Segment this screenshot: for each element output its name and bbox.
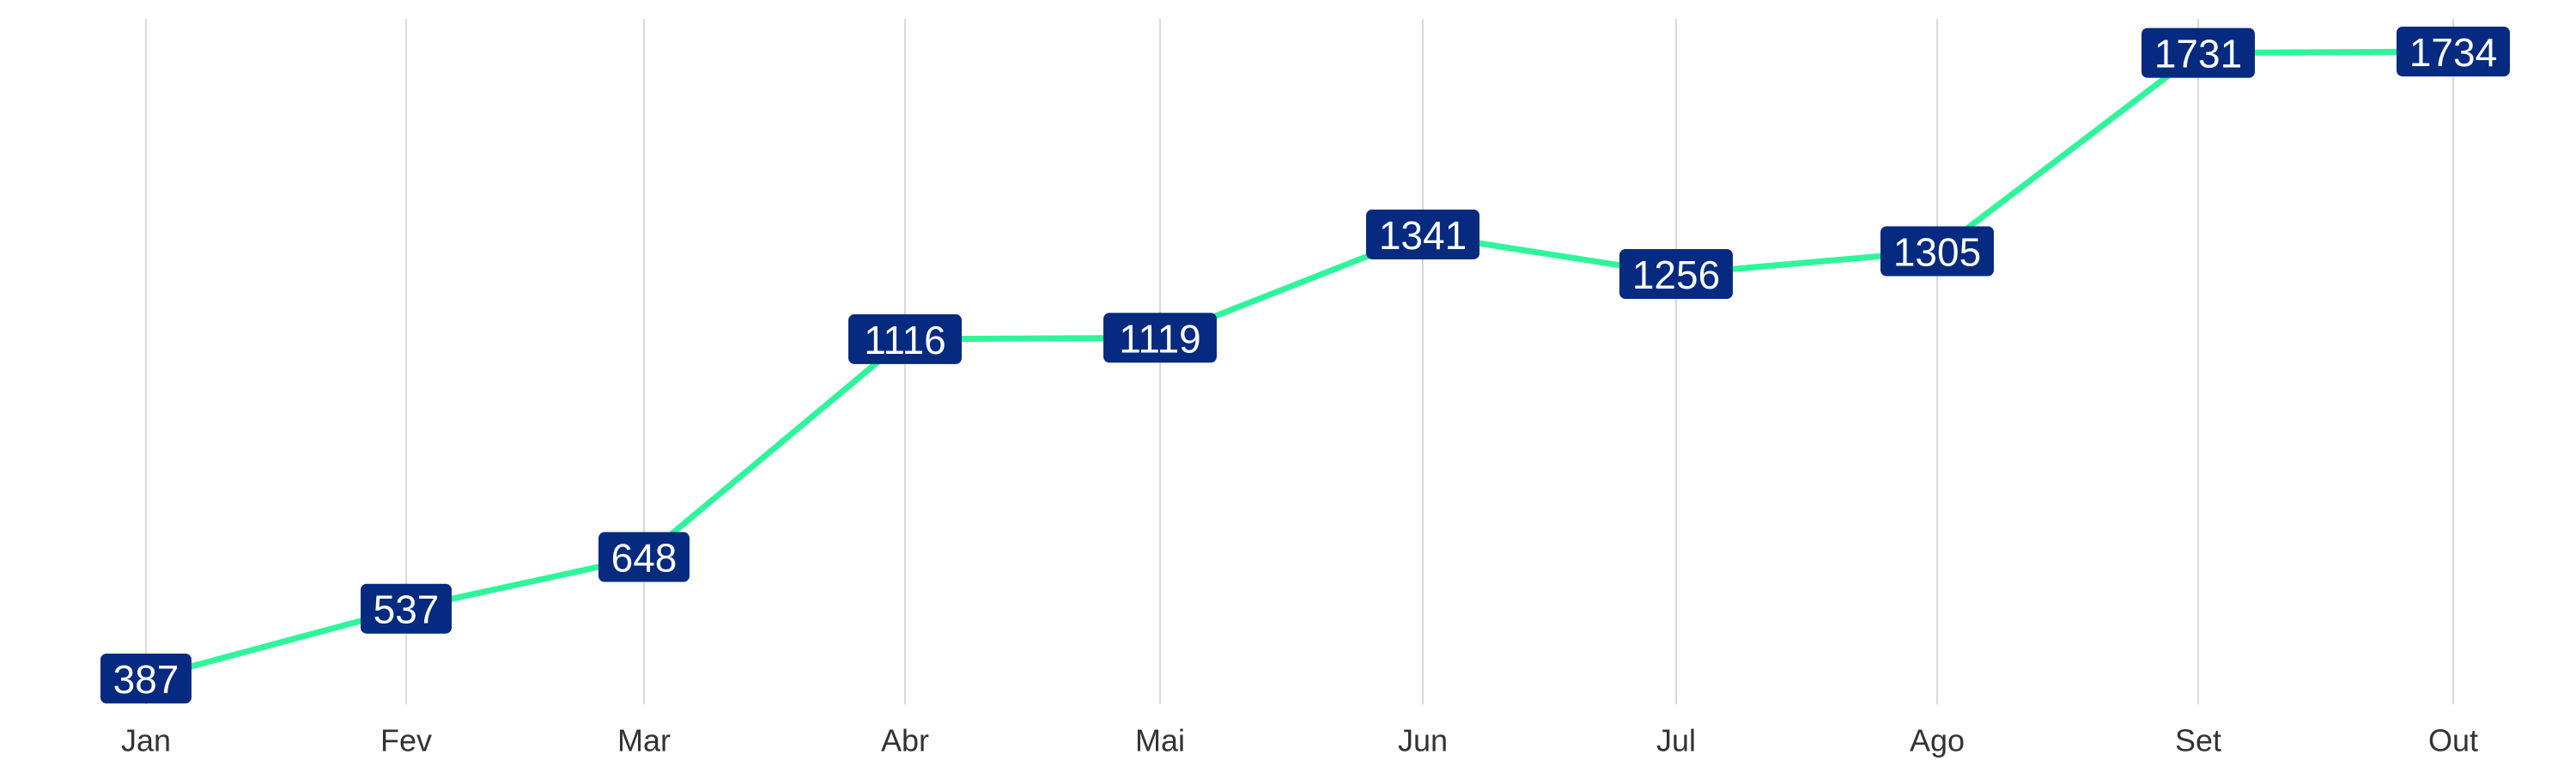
data-label-box: [1880, 226, 1994, 277]
x-tick-label-set: Set: [2175, 723, 2221, 758]
x-tick-label-jul: Jul: [1656, 723, 1696, 758]
data-label-box: [100, 654, 191, 703]
data-label-set: 1731: [2142, 27, 2255, 78]
data-label-text: 1731: [2154, 32, 2242, 76]
x-tick-label-abr: Abr: [881, 723, 929, 758]
data-label-box: [1619, 249, 1733, 300]
data-label-text: 1119: [1119, 316, 1201, 361]
x-tick-label-mai: Mai: [1135, 723, 1185, 758]
data-label-layer: 387 537 648 1116 1119 1341 1256 1305 1731 1734: [100, 27, 2510, 703]
data-label-box: [1103, 313, 1217, 363]
data-label-mar: 648: [598, 532, 690, 582]
data-label-box: [1366, 209, 1479, 259]
data-label-box: [2397, 27, 2510, 76]
data-label-box: [598, 532, 690, 582]
data-label-box: [848, 313, 962, 364]
x-tick-label-fev: Fev: [380, 723, 432, 758]
data-label-text: 1116: [864, 318, 946, 362]
x-tick-label-jan: Jan: [121, 723, 171, 758]
x-tick-label-ago: Ago: [1910, 723, 1965, 758]
data-label-text: 537: [374, 587, 440, 632]
data-label-text: 1256: [1632, 253, 1720, 297]
data-label-text: 648: [611, 536, 677, 581]
data-label-fev: 537: [361, 583, 452, 634]
data-label-text: 387: [113, 657, 179, 702]
x-axis-tick-layer: Jan Fev Mar Abr Mai Jun Jul Ago Set Out: [121, 723, 2478, 758]
data-label-box: [2142, 27, 2255, 78]
data-label-mai: 1119: [1103, 313, 1217, 363]
data-label-jun: 1341: [1366, 209, 1479, 259]
data-label-jul: 1256: [1619, 249, 1733, 300]
data-label-out: 1734: [2397, 27, 2510, 76]
data-label-text: 1341: [1379, 213, 1467, 258]
data-label-jan: 387: [100, 654, 191, 703]
x-tick-label-jun: Jun: [1398, 723, 1448, 758]
x-tick-label-mar: Mar: [617, 723, 671, 758]
data-label-box: [361, 583, 452, 634]
data-label-text: 1734: [2409, 30, 2497, 75]
data-label-abr: 1116: [848, 313, 962, 364]
x-tick-label-out: Out: [2428, 723, 2478, 758]
series-line: [143, 48, 2457, 682]
data-label-ago: 1305: [1880, 226, 1994, 277]
data-label-text: 1305: [1893, 229, 1981, 274]
